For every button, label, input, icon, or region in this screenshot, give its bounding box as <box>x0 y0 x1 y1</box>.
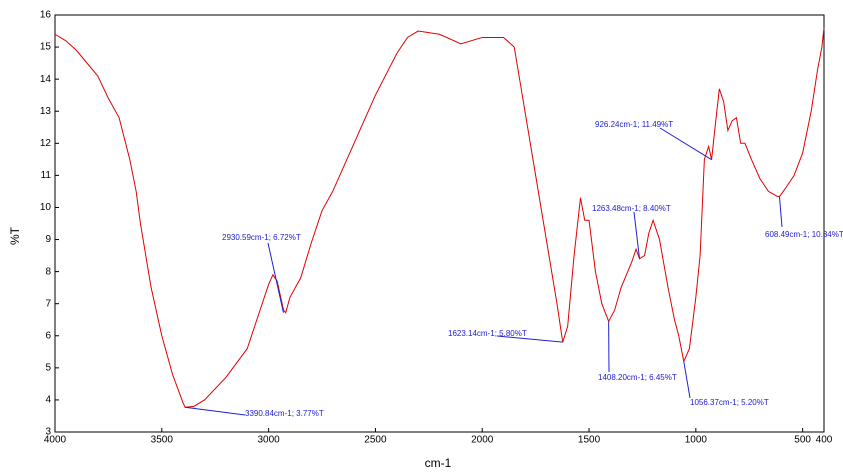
x-axis-label: cm-1 <box>425 456 452 470</box>
y-tick-label: 15 <box>40 42 52 53</box>
y-tick-label: 3 <box>45 427 51 438</box>
annotation-leader <box>633 211 641 259</box>
annotation-leader <box>185 406 246 416</box>
plot-frame <box>54 14 825 433</box>
annotation-label: 1408.20cm-1; 6.45%T <box>598 373 677 382</box>
y-tick-label: 12 <box>40 138 52 149</box>
annotation-label: 3390.84cm-1; 3.77%T <box>245 409 324 418</box>
annotation-leader <box>683 361 691 399</box>
x-tick-label: 3500 <box>151 435 174 446</box>
annotation-leader <box>659 127 712 161</box>
annotation-leader <box>496 335 563 343</box>
y-tick-label: 6 <box>45 330 51 341</box>
y-tick-label: 5 <box>45 362 51 373</box>
annotation-label: 608.49cm-1; 10.34%T <box>765 230 843 239</box>
y-tick-label: 13 <box>40 106 52 117</box>
y-tick-label: 4 <box>45 395 51 406</box>
x-tick-label: 2000 <box>471 435 494 446</box>
x-tick-label: 3000 <box>257 435 280 446</box>
y-tick-label: 10 <box>40 202 52 213</box>
x-tick-label: 2500 <box>364 435 387 446</box>
x-tick-label: 1000 <box>685 435 708 446</box>
y-tick-label: 8 <box>45 266 51 277</box>
y-tick-label: 14 <box>40 74 52 85</box>
annotation-label: 1623.14cm-1; 5.80%T <box>448 329 527 338</box>
y-tick-label: 9 <box>45 234 51 245</box>
x-tick-label: 4000 <box>44 435 67 446</box>
annotation-label: 926.24cm-1; 11.49%T <box>595 120 673 129</box>
y-tick-label: 11 <box>41 170 52 181</box>
x-tick-label: 400 <box>816 435 833 446</box>
annotation-leader <box>778 196 783 228</box>
x-tick-label: 500 <box>794 435 811 446</box>
y-tick-label: 16 <box>40 10 52 21</box>
y-axis-label: %T <box>8 226 22 245</box>
annotation-label: 1263.48cm-1; 8.40%T <box>592 204 671 213</box>
y-tick-label: 7 <box>45 298 51 309</box>
annotation-label: 1056.37cm-1; 5.20%T <box>690 398 769 407</box>
spectrum-line <box>54 27 825 408</box>
x-tick-label: 1500 <box>578 435 601 446</box>
annotation-label: 2930.59cm-1; 6.72%T <box>222 233 301 242</box>
annotation-leader <box>267 242 284 313</box>
